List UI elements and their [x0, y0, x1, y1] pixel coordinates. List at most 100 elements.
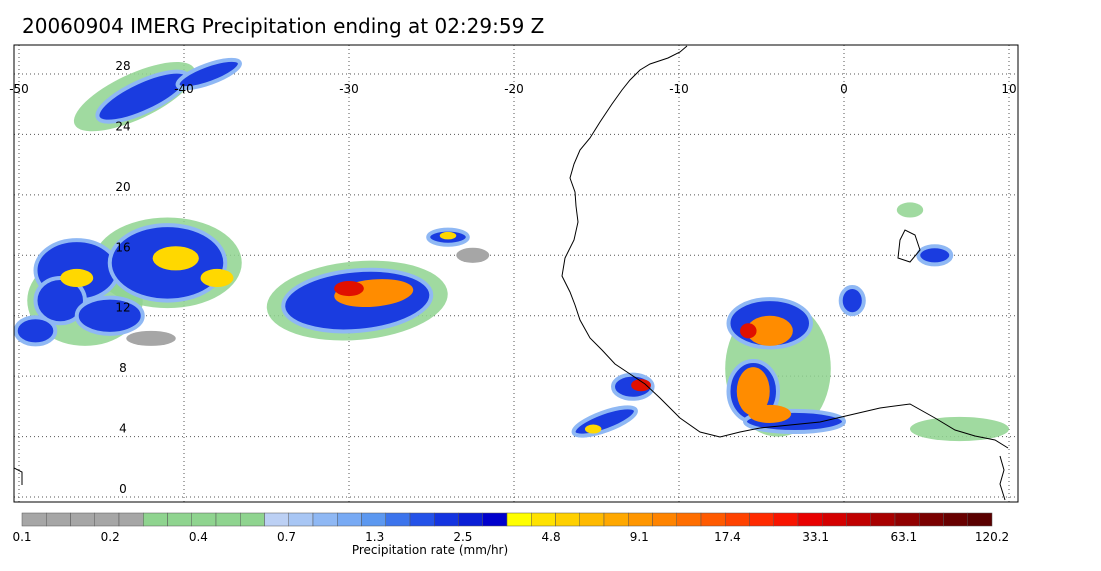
- colorbar-swatch: [215, 512, 241, 527]
- colorbar-label: 0.2: [101, 530, 120, 544]
- west-africa-coastline: [561, 45, 1009, 449]
- latitude-labels: 0 4 8 12 16 20 24 28: [115, 59, 130, 496]
- lon-tick-label: -30: [339, 82, 359, 96]
- lat-tick-label: 24: [115, 119, 130, 133]
- precip-cell-yellow: [200, 268, 234, 288]
- colorbar-swatch: [458, 512, 483, 527]
- colorbar-swatch: [700, 512, 726, 527]
- lat-tick-label: 16: [115, 240, 130, 254]
- colorbar-swatch: [337, 512, 362, 527]
- colorbar-label: 0.7: [277, 530, 296, 544]
- colorbar-swatch: [894, 512, 920, 527]
- lon-tick-label: 10: [1001, 82, 1016, 96]
- precip-cell-orange: [746, 315, 793, 346]
- colorbar-swatch: [555, 512, 580, 527]
- colorbar-swatch: [603, 512, 629, 527]
- precip-cell-blue: [571, 405, 638, 438]
- precip-cell-yellow: [60, 268, 94, 288]
- precip-cell-orange: [748, 404, 792, 423]
- colorbar-swatch: [46, 512, 71, 527]
- lon-tick-label: -20: [504, 82, 524, 96]
- lon-tick-label: -50: [9, 82, 29, 96]
- precip-cell-yellow: [439, 231, 457, 240]
- lat-tick-label: 0: [119, 482, 127, 496]
- colorbar-swatch: [94, 512, 120, 527]
- colorbar-swatch: [264, 512, 289, 527]
- rift-outline: [999, 455, 1006, 501]
- page-title: 20060904 IMERG Precipitation ending at 0…: [22, 14, 545, 38]
- precip-cell-yellow: [584, 424, 602, 434]
- plot-frame: [13, 44, 1019, 503]
- precip-cell-yellow: [152, 246, 199, 271]
- colorbar-swatch: [118, 512, 144, 527]
- colorbar-swatch: [846, 512, 871, 527]
- colorbar-swatch: [409, 512, 435, 527]
- colorbar-swatch: [361, 512, 386, 527]
- precip-cell-blue: [74, 295, 145, 336]
- colorbar-swatch: [167, 512, 192, 527]
- colorbar-swatch: [676, 512, 702, 527]
- lat-tick-label: 8: [119, 361, 127, 375]
- lake-outline: [897, 229, 921, 263]
- colorbar-swatch: [919, 512, 944, 527]
- colorbar-swatch: [579, 512, 605, 527]
- colorbar-swatch: [870, 512, 896, 527]
- precip-cell-green: [910, 416, 1009, 442]
- colorbar-swatch: [652, 512, 677, 527]
- colorbar-label: 4.8: [542, 530, 561, 544]
- colorbar-label: 0.1: [12, 530, 31, 544]
- colorbar-swatch: [822, 512, 847, 527]
- colorbar-swatch: [385, 512, 411, 527]
- coastline: [14, 45, 1009, 501]
- colorbar-swatch: [749, 512, 774, 527]
- precip-cell-blue: [14, 315, 58, 347]
- lat-tick-label: 20: [115, 180, 130, 194]
- colorbar-title: Precipitation rate (mm/hr): [352, 543, 508, 557]
- colorbar-swatch: [531, 512, 556, 527]
- colorbar: 0.1 0.2 0.4 0.7 1.3 2.5 4.8 9.1 17.4 33.1 63.1 120.…: [12, 512, 1009, 557]
- precip-cell-blue: [175, 57, 242, 91]
- colorbar-swatch: [482, 512, 508, 527]
- precip-cell-gray: [456, 247, 490, 263]
- colorbar-label: 2.5: [453, 530, 472, 544]
- lon-tick-label: -40: [174, 82, 194, 96]
- colorbar-label: 0.4: [189, 530, 208, 544]
- colorbar-swatch: [628, 512, 653, 527]
- lat-tick-label: 28: [115, 59, 130, 73]
- colorbar-label: 17.4: [714, 530, 741, 544]
- precip-cell-red: [631, 379, 651, 392]
- colorbar-swatch: [312, 512, 338, 527]
- colorbar-label: 1.3: [365, 530, 384, 544]
- colorbar-label: 9.1: [630, 530, 649, 544]
- colorbar-swatch: [21, 512, 47, 527]
- colorbar-label: 120.2: [975, 530, 1009, 544]
- lat-tick-label: 4: [119, 422, 127, 436]
- colorbar-swatch: [797, 512, 823, 527]
- colorbar-label: 63.1: [890, 530, 917, 544]
- precip-cell-green: [896, 202, 924, 218]
- colorbar-swatch: [725, 512, 750, 527]
- colorbar-swatch: [288, 512, 314, 527]
- lon-tick-label: 0: [840, 82, 848, 96]
- precip-cell-blue: [916, 244, 954, 267]
- colorbar-swatch: [143, 512, 168, 527]
- lat-tick-label: 12: [115, 301, 130, 315]
- precipitation-field: [14, 57, 1009, 442]
- colorbar-swatch: [943, 512, 968, 527]
- colorbar-swatch: [773, 512, 799, 527]
- colorbar-swatch: [191, 512, 217, 527]
- colorbar-swatch: [240, 512, 265, 527]
- colorbar-swatch: [70, 512, 95, 527]
- corner-outline: [14, 467, 23, 485]
- precip-cell-gray: [126, 330, 176, 346]
- lon-tick-label: -10: [669, 82, 689, 96]
- colorbar-swatch: [434, 512, 459, 527]
- colorbar-swatch: [967, 512, 993, 527]
- colorbar-swatch: [506, 512, 532, 527]
- precip-cell-blue: [838, 285, 866, 317]
- precip-cell-red: [740, 323, 757, 339]
- precip-cell-red: [334, 280, 364, 297]
- longitude-labels: -50 -40 -30 -20 -10 0 10: [9, 82, 1016, 96]
- colorbar-label: 33.1: [802, 530, 829, 544]
